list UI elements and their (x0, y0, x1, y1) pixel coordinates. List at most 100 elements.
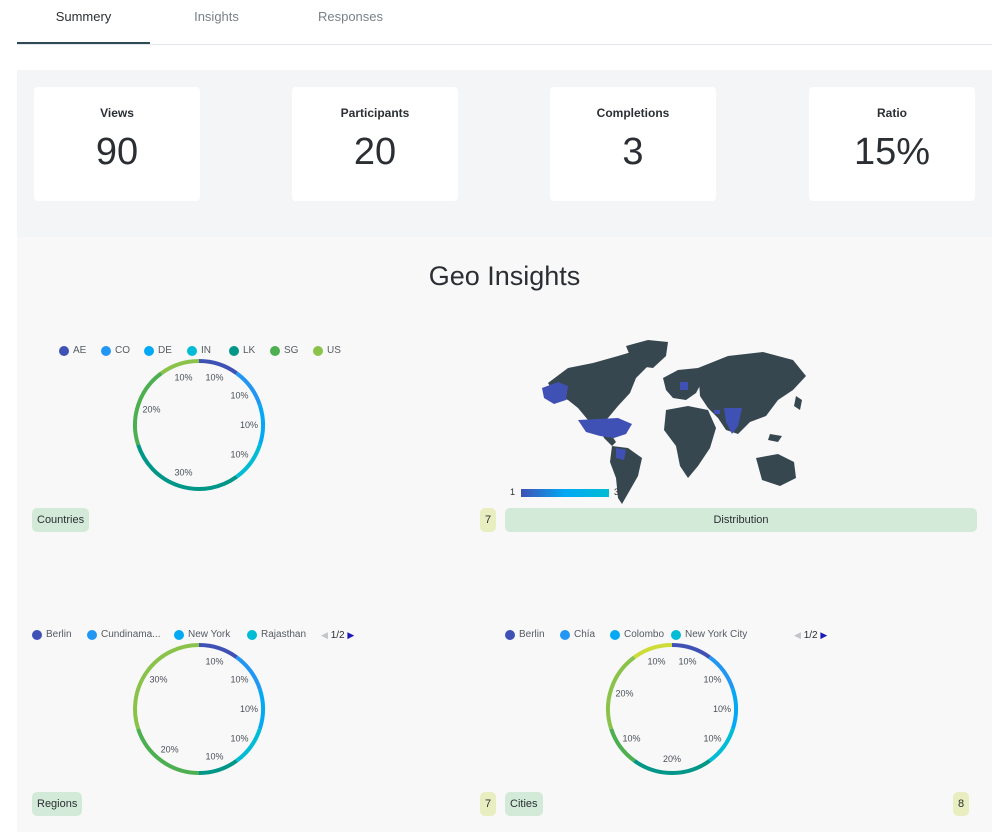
cities-chip[interactable]: Cities (505, 792, 543, 816)
cities-count-badge: 8 (953, 792, 969, 816)
donut-slice-label: 20% (161, 744, 179, 754)
legend-dot (247, 630, 257, 640)
donut-slice-label: 10% (205, 752, 223, 762)
donut-slice[interactable] (606, 655, 636, 730)
donut-slice-label: 10% (713, 704, 731, 714)
regions-legend: Berlin Cundinama... New York Rajasthan (32, 628, 322, 642)
donut-slice-label: 30% (150, 675, 168, 685)
legend-dot (59, 346, 69, 356)
ratio-value: 15% (853, 131, 931, 173)
cities-legend: Berlin Chía Colombo New York City (505, 628, 795, 642)
legend-label: Berlin (46, 629, 72, 640)
ratio-card: Ratio 15% (809, 87, 975, 201)
legend-dot (560, 630, 570, 640)
donut-slice-label: 10% (240, 420, 258, 430)
legend-dot (144, 346, 154, 356)
cities-donut-chart: 10% 10% 10% 10% 20% 10% 20% 10% (606, 643, 738, 775)
tab-responses[interactable]: Responses (317, 9, 384, 24)
donut-slice[interactable] (198, 359, 238, 375)
donut-slice[interactable] (198, 643, 238, 659)
donut-slice[interactable] (633, 759, 711, 775)
donut-slice[interactable] (730, 688, 738, 730)
legend-dot (174, 630, 184, 640)
donut-slice[interactable] (160, 359, 200, 375)
legend-dot (505, 630, 515, 640)
donut-slice-label: 10% (240, 704, 258, 714)
legend-dot (87, 630, 97, 640)
legend-label: Cundinama... (101, 629, 161, 640)
legend-dot (187, 346, 197, 356)
donut-slice[interactable] (708, 655, 735, 690)
donut-slice-label: 30% (175, 468, 193, 478)
donut-slice-label: 10% (230, 449, 248, 459)
donut-slice-label: 10% (678, 656, 696, 666)
pager-prev-icon[interactable]: ◀ (794, 630, 801, 640)
tab-summery[interactable]: Summery (17, 0, 150, 44)
scale-min: 1 (510, 487, 516, 497)
geo-insights-section: Geo Insights (17, 237, 992, 832)
regions-chip[interactable]: Regions (32, 792, 83, 816)
donut-slice-label: 10% (623, 733, 641, 743)
completions-value: 3 (622, 131, 644, 173)
donut-slice-label: 10% (648, 656, 666, 666)
legend-label: US (327, 345, 341, 356)
donut-slice[interactable] (198, 759, 238, 775)
donut-slice[interactable] (257, 688, 265, 730)
legend-dot (671, 630, 681, 640)
donut-slice[interactable] (133, 643, 200, 730)
pager-next-icon[interactable]: ▶ (347, 630, 355, 640)
completions-card: Completions 3 (550, 87, 716, 201)
scale-max: 3 (614, 487, 620, 497)
pager-prev-icon[interactable]: ◀ (321, 630, 328, 640)
legend-dot (313, 346, 323, 356)
legend-label: Chía (574, 629, 596, 640)
cities-page: 1/2 (803, 630, 818, 641)
donut-slice[interactable] (136, 444, 238, 491)
participants-label: Participants (340, 106, 410, 120)
donut-slice[interactable] (136, 728, 200, 775)
donut-slice-label: 10% (703, 733, 721, 743)
geo-insights-title: Geo Insights (428, 261, 581, 291)
participants-card: Participants 20 (292, 87, 458, 201)
cities-pager: ◀ 1/2 ▶ (794, 628, 827, 642)
legend-dot (101, 346, 111, 356)
pager-next-icon[interactable]: ▶ (820, 630, 828, 640)
regions-page: 1/2 (330, 630, 345, 641)
donut-slice[interactable] (235, 371, 262, 406)
legend-label: DE (158, 345, 172, 356)
legend-label: SG (284, 345, 299, 356)
views-label: Views (100, 106, 134, 120)
ratio-label: Ratio (877, 106, 907, 120)
donut-slice-label: 10% (230, 675, 248, 685)
donut-slice-label: 20% (615, 689, 633, 699)
countries-chip[interactable]: Countries (32, 508, 90, 532)
map-highlighted-countries (542, 382, 742, 460)
countries-count-badge: 7 (480, 508, 496, 532)
donut-slice[interactable] (235, 444, 262, 479)
regions-pager: ◀ 1/2 ▶ (321, 628, 354, 642)
donut-slice[interactable] (235, 728, 262, 763)
donut-slice[interactable] (257, 404, 265, 446)
donut-slice[interactable] (133, 371, 163, 446)
donut-slice[interactable] (708, 728, 735, 763)
tab-insights[interactable]: Insights (194, 9, 239, 24)
donut-slice-label: 10% (230, 391, 248, 401)
legend-label: LK (243, 345, 256, 356)
views-card: Views 90 (34, 87, 200, 201)
scale-bar (521, 489, 609, 497)
legend-dot (229, 346, 239, 356)
donut-slice[interactable] (671, 643, 711, 659)
views-value: 90 (95, 131, 139, 173)
legend-label: Berlin (519, 629, 545, 640)
legend-dot (610, 630, 620, 640)
tab-bar: Summery Insights Responses (17, 0, 992, 45)
donut-slice[interactable] (609, 728, 636, 763)
donut-slice-label: 10% (703, 675, 721, 685)
donut-slice[interactable] (235, 655, 262, 690)
legend-label: AE (73, 345, 87, 356)
legend-label: New York City (685, 629, 748, 640)
donut-slice[interactable] (633, 643, 673, 659)
distribution-chip[interactable]: Distribution (505, 508, 977, 532)
legend-dot (32, 630, 42, 640)
regions-donut-chart: 10% 10% 10% 10% 10% 20% 30% (133, 643, 265, 775)
